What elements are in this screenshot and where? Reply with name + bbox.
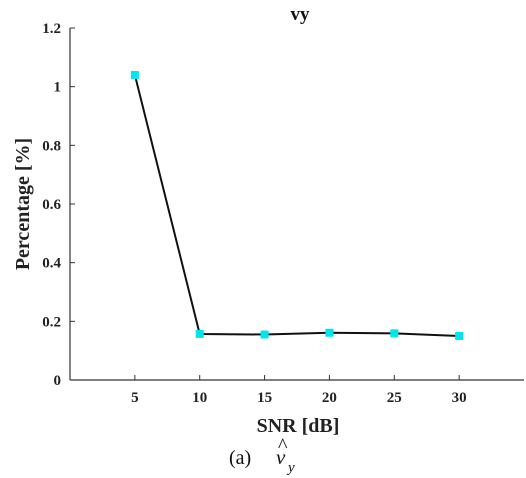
y-tick-label: 0.2 (42, 314, 61, 330)
caption-subscript: y (286, 460, 295, 476)
x-tick-label: 5 (131, 390, 139, 406)
caption-prefix: (a) (229, 447, 251, 469)
data-point-marker (260, 330, 269, 339)
chart-title: vy (291, 4, 311, 25)
x-tick-label: 30 (452, 390, 467, 406)
data-point-marker (390, 329, 399, 338)
y-tick-label: 0.6 (42, 197, 61, 213)
x-tick-label: 25 (387, 390, 402, 406)
figure-caption: (a) ^ v y (229, 435, 295, 476)
plot-area: 5 10 15 20 25 30 0 0.2 0.4 0.6 0.8 1 1.2 (42, 21, 524, 406)
y-tick-label: 0.4 (42, 256, 61, 272)
series-line (133, 74, 460, 337)
y-axis-label: Percentage [%] (12, 138, 34, 270)
data-point-marker (195, 329, 204, 338)
x-tick-label: 15 (257, 390, 272, 406)
y-tick-label: 1 (54, 80, 62, 96)
y-tick-label: 0.8 (42, 138, 61, 154)
data-point-marker (455, 332, 464, 340)
data-point-marker (325, 328, 334, 337)
y-ticks: 0 0.2 0.4 0.6 0.8 1 1.2 (42, 21, 75, 389)
y-tick-label: 1.2 (42, 21, 61, 37)
y-tick-label: 0 (54, 373, 62, 389)
series-group (130, 70, 464, 340)
x-tick-label: 20 (322, 390, 337, 406)
caption-hat: ^ (278, 435, 288, 457)
x-ticks: 5 10 15 20 25 30 (131, 375, 467, 406)
data-point-marker (130, 70, 139, 79)
x-tick-label: 10 (192, 390, 207, 406)
x-axis-label: SNR [dB] (257, 415, 340, 437)
caption-symbol: v (276, 445, 286, 469)
